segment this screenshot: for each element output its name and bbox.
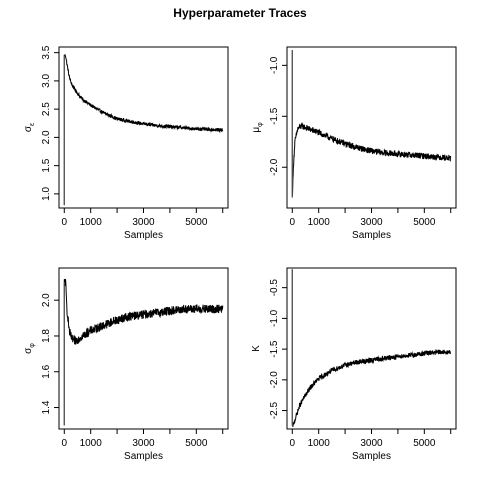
plot-frame [58,267,229,430]
x-tick-label: 3000 [360,438,383,449]
trace-line [291,50,452,197]
y-axis-label: K [251,345,262,352]
y-tick-label: -1.5 [269,107,280,125]
x-tick-label: 0 [62,438,68,449]
y-tick-label: -0.5 [269,279,280,297]
x-axis-label: Samples [124,230,163,241]
x-tick-label: 1000 [308,438,331,449]
y-tick-label: -2.0 [269,371,280,389]
y-tick-label: -2.5 [269,402,280,420]
x-tick-label: 5000 [185,217,208,228]
plot-frame [286,267,457,430]
y-tick-label: 1.8 [41,329,52,343]
x-tick-label: 0 [290,217,296,228]
trace-line [291,269,452,427]
x-tick-label: 1000 [80,217,103,228]
y-tick-label: -1.5 [269,340,280,358]
panel-sigma-phi: 0 1000 3000 5000 1.4 1.6 1.8 2.0 Samples σφ [23,267,229,462]
x-tick-label: 1000 [308,217,331,228]
x-tick-label: 0 [62,217,68,228]
x-axis-label: Samples [352,451,391,462]
x-tick-label: 1000 [80,438,103,449]
panel-K: 0 1000 3000 5000 -2.5 -2.0 -1.5 -1.0 -0.5 Samples… [251,267,457,462]
x-tick-label: 5000 [185,438,208,449]
y-tick-label: 1.5 [41,158,52,172]
trace-line [63,54,224,206]
y-axis-label: μφ [251,122,264,133]
x-tick-label: 0 [290,438,296,449]
y-tick-label: 1.0 [41,186,52,200]
x-tick-label: 3000 [132,217,155,228]
y-tick-label: -2.0 [269,158,280,176]
x-tick-label: 5000 [413,217,436,228]
panel-mu-phi: 0 1000 3000 5000 -2.0 -1.5 -1.0 Samples μφ [251,46,457,241]
y-tick-label: 3.5 [41,45,52,59]
x-tick-label: 5000 [413,438,436,449]
y-tick-label: 2.0 [41,293,52,307]
trace-line [63,278,224,426]
y-axis-label: σε [23,123,36,132]
x-tick-label: 3000 [360,217,383,228]
figure-title: Hyperparameter Traces [173,6,307,20]
x-tick-label: 3000 [132,438,155,449]
x-axis-label: Samples [124,451,163,462]
y-tick-label: 2.0 [41,130,52,144]
y-tick-label: 1.6 [41,364,52,378]
y-axis-label: σφ [23,343,36,354]
x-axis-label: Samples [352,230,391,241]
panel-sigma-epsilon: 0 1000 3000 5000 1.0 1.5 2.0 2.5 3.0 3.5 Samples σε [23,45,229,241]
y-tick-label: -1.0 [269,309,280,327]
y-tick-label: 3.0 [41,74,52,88]
y-tick-label: 1.4 [41,400,52,414]
y-tick-label: 2.5 [41,102,52,116]
y-tick-label: -1.0 [269,56,280,74]
